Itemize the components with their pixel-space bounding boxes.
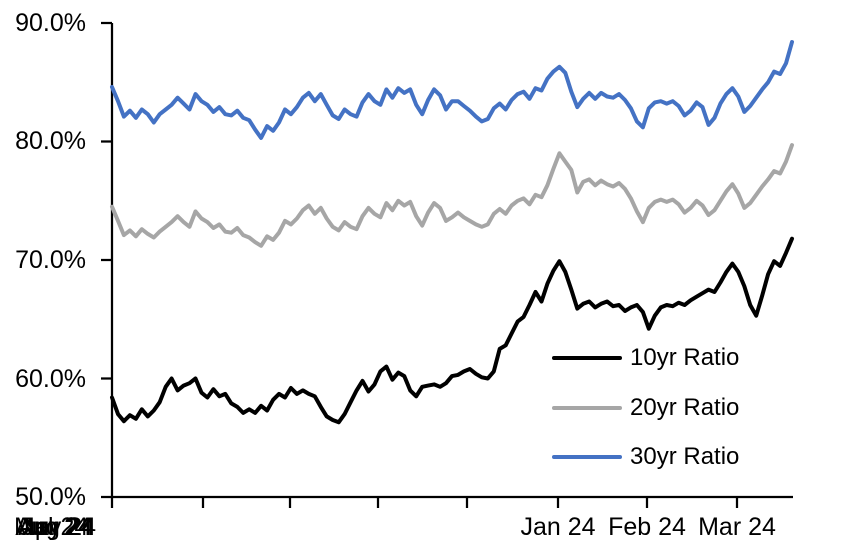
x-axis-tick-label: Apr 24	[18, 513, 92, 541]
series-line-20yr-ratio	[110, 143, 794, 248]
x-axis-tick-label: Jan 24	[520, 513, 596, 541]
axis-lines	[110, 23, 793, 499]
series-line-30yr-ratio	[110, 40, 794, 140]
legend-swatch-30yr-ratio	[552, 454, 622, 460]
legend-label: 30yr Ratio	[630, 443, 740, 470]
x-axis-tick-label: May 24	[14, 513, 96, 541]
y-axis-tick-label: 70.0%	[15, 246, 86, 274]
x-axis-tick-label: Jul 24	[21, 513, 89, 541]
legend-label: 10yr Ratio	[630, 344, 740, 371]
series-line-10yr-ratio	[110, 236, 794, 425]
y-axis-tick-label: 90.0%	[15, 9, 86, 37]
x-axis-tick-label: Mar 24	[698, 513, 776, 541]
legend-label: 20yr Ratio	[630, 394, 740, 421]
legend-swatch-10yr-ratio	[552, 355, 622, 361]
legend-item-10yr-ratio: 10yr Ratio	[552, 343, 739, 373]
x-axis-tick-label: Feb 24	[608, 513, 686, 541]
legend-item-30yr-ratio: 30yr Ratio	[552, 442, 739, 472]
y-axis-tick-label: 50.0%	[15, 483, 86, 511]
x-axis-tick-label: Aug 24	[15, 513, 95, 541]
legend-swatch-20yr-ratio	[552, 405, 622, 411]
legend-item-20yr-ratio: 20yr Ratio	[552, 393, 739, 423]
x-axis-tick-label: Jun 24	[17, 513, 93, 541]
y-axis-tick-label: 60.0%	[15, 365, 86, 393]
y-axis-tick-label: 80.0%	[15, 127, 86, 155]
